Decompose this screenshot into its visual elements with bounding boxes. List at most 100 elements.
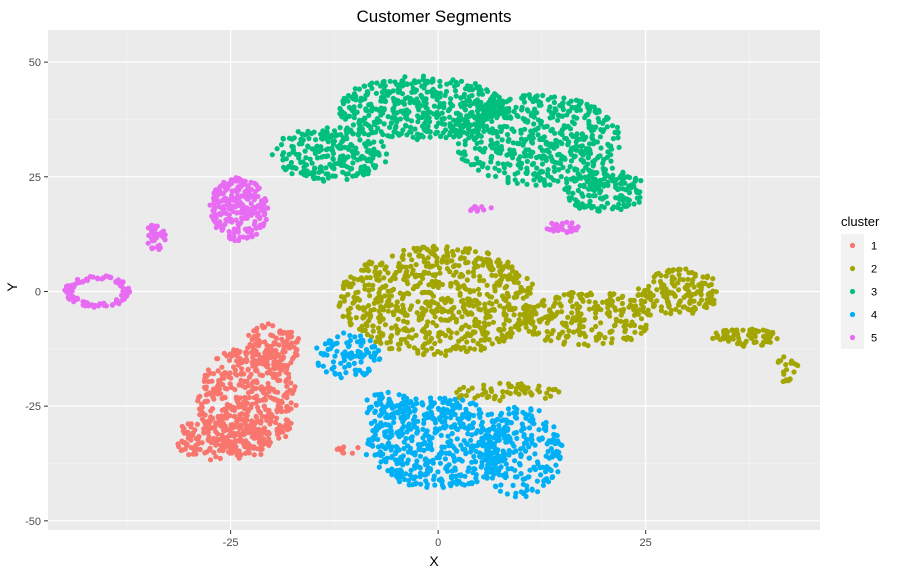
data-point-cluster-2 [689,280,695,286]
data-point-cluster-5 [231,230,237,236]
data-point-cluster-1 [261,403,267,409]
data-point-cluster-4 [436,477,442,483]
data-point-cluster-3 [447,131,453,138]
data-point-cluster-4 [451,479,457,485]
data-point-cluster-2 [489,388,495,394]
data-point-cluster-3 [469,92,475,99]
data-point-cluster-3 [388,120,394,126]
data-point-cluster-3 [519,95,525,101]
data-point-cluster-4 [449,402,455,408]
data-point-cluster-3 [521,99,528,105]
data-point-cluster-2 [380,316,386,322]
data-point-cluster-4 [428,409,434,415]
data-point-cluster-1 [274,335,280,341]
data-point-cluster-2 [559,320,566,326]
data-point-cluster-3 [346,104,352,111]
data-point-cluster-3 [625,184,632,190]
data-point-cluster-3 [520,142,526,148]
data-point-cluster-2 [624,334,631,341]
data-point-cluster-4 [507,435,513,441]
data-point-cluster-2 [555,335,562,341]
data-point-cluster-3 [531,160,537,167]
data-point-cluster-3 [456,133,462,139]
data-point-cluster-1 [283,433,289,440]
data-point-cluster-1 [291,344,297,350]
data-point-cluster-4 [372,418,378,424]
data-point-cluster-3 [459,156,465,162]
data-point-cluster-4 [513,410,520,416]
data-point-cluster-1 [274,415,280,421]
data-point-cluster-2 [677,298,683,304]
data-point-cluster-2 [363,321,369,327]
data-point-cluster-1 [239,411,245,417]
data-point-cluster-3 [472,121,478,127]
data-point-cluster-2 [687,293,694,299]
data-point-cluster-4 [459,458,465,464]
data-point-cluster-4 [502,474,508,481]
data-point-cluster-3 [443,88,450,95]
data-point-cluster-3 [489,153,495,159]
data-point-cluster-5 [219,227,225,233]
data-point-cluster-1 [286,375,292,381]
data-point-cluster-2 [373,339,379,345]
data-point-cluster-2 [780,369,787,375]
data-point-cluster-2 [645,307,651,313]
data-point-cluster-5 [234,210,240,216]
data-point-cluster-2 [463,392,469,399]
data-point-cluster-2 [552,300,558,306]
data-point-cluster-4 [346,342,352,348]
data-point-cluster-5 [247,192,253,198]
data-point-cluster-4 [480,443,486,449]
data-point-cluster-3 [458,95,464,101]
data-point-cluster-3 [337,125,343,131]
data-point-cluster-2 [620,293,626,299]
data-point-cluster-2 [447,316,453,322]
data-point-cluster-2 [429,251,435,257]
data-point-cluster-2 [685,276,691,282]
data-point-cluster-4 [555,438,561,444]
data-point-cluster-3 [462,152,468,158]
data-point-cluster-2 [702,281,708,287]
data-point-cluster-2 [539,298,546,305]
data-point-cluster-3 [515,162,521,168]
data-point-cluster-4 [532,451,538,457]
data-point-cluster-3 [568,195,574,201]
data-point-cluster-3 [591,104,598,110]
legend-label-1: 1 [871,241,877,253]
data-point-cluster-4 [511,458,518,464]
data-point-cluster-3 [541,124,547,130]
data-point-cluster-4 [389,444,395,450]
data-point-cluster-3 [534,154,540,161]
data-point-cluster-1 [195,398,201,404]
data-point-cluster-2 [465,259,471,265]
data-point-cluster-4 [401,439,407,445]
data-point-cluster-3 [357,98,364,104]
data-point-cluster-2 [397,308,403,314]
data-point-cluster-2 [472,322,478,329]
data-point-cluster-2 [571,329,577,335]
data-point-cluster-2 [360,278,366,284]
data-point-cluster-5 [229,180,235,186]
data-point-cluster-2 [699,297,705,303]
data-point-cluster-3 [541,134,548,140]
data-point-cluster-5 [80,299,86,305]
data-point-cluster-4 [435,405,441,411]
data-point-cluster-3 [450,77,456,83]
data-point-cluster-1 [282,392,288,398]
data-point-cluster-3 [369,85,375,91]
data-point-cluster-2 [397,290,403,296]
data-point-cluster-3 [579,191,585,197]
data-point-cluster-4 [372,409,378,415]
data-point-cluster-3 [476,84,482,90]
data-point-cluster-2 [378,296,384,302]
data-point-cluster-3 [586,107,593,113]
data-point-cluster-2 [570,290,576,296]
data-point-cluster-4 [432,482,438,488]
data-point-cluster-2 [566,328,572,334]
data-point-cluster-2 [465,388,471,394]
data-point-cluster-3 [540,92,546,99]
data-point-cluster-4 [469,424,476,431]
data-point-cluster-3 [409,81,415,87]
data-point-cluster-2 [378,332,384,338]
